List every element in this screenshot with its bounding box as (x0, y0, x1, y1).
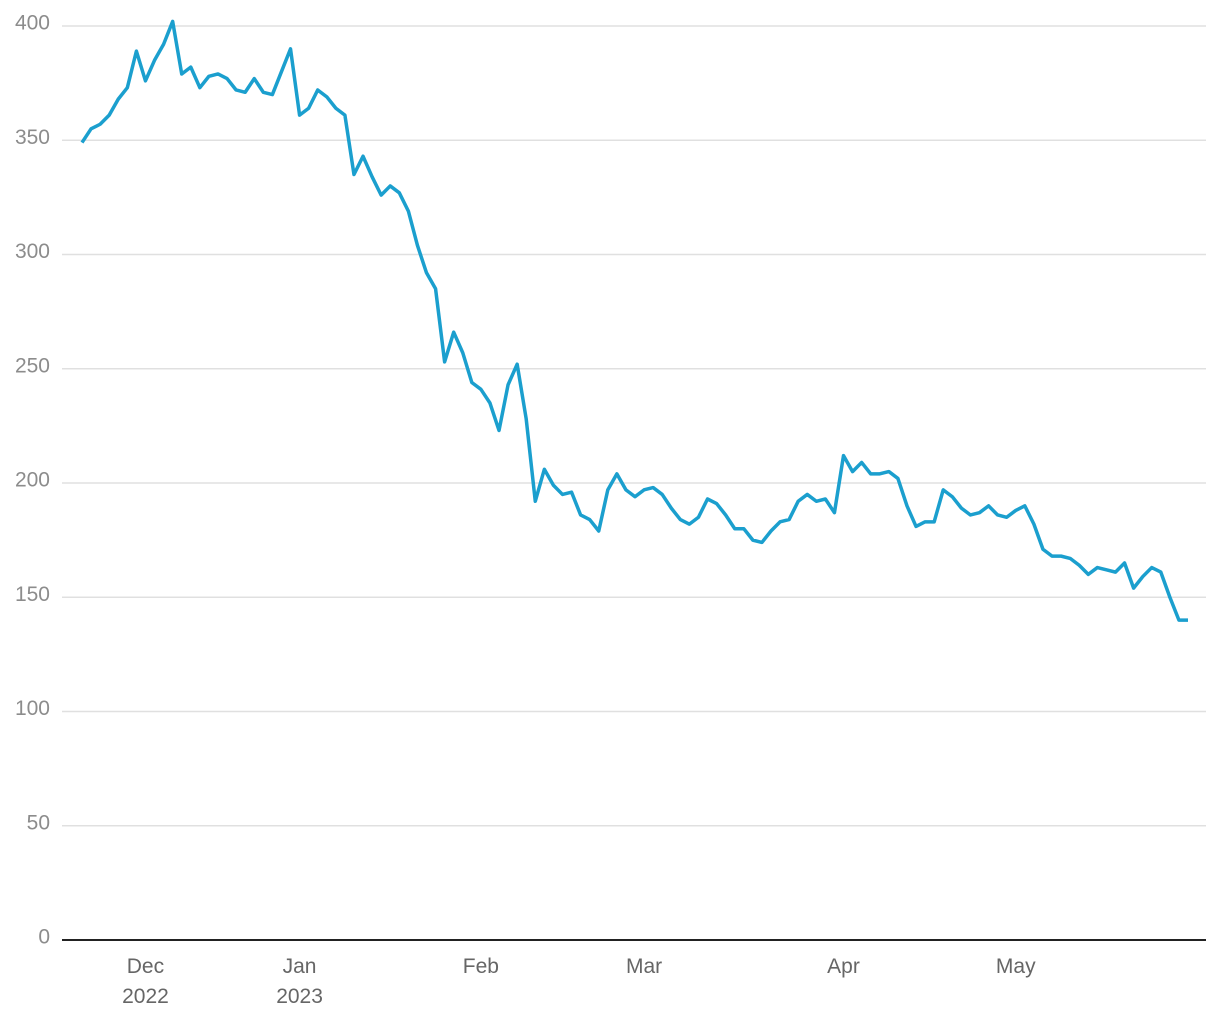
y-tick-label: 350 (15, 126, 50, 149)
y-tick-label: 300 (15, 240, 50, 263)
y-tick-label: 100 (15, 697, 50, 720)
y-tick-label: 400 (15, 12, 50, 35)
y-tick-label: 50 (27, 811, 50, 834)
y-tick-label: 0 (38, 926, 50, 949)
x-tick-label: Apr (827, 955, 860, 978)
line (80, 19, 1188, 622)
y-tick-label: 150 (15, 583, 50, 606)
x-tick-label: Feb (462, 955, 499, 978)
x-tick-label: Dec 2022 (122, 955, 169, 1008)
x-tick-label: Mar (625, 955, 663, 978)
y-tick-label: 250 (15, 354, 50, 377)
y-tick-label: 200 (15, 469, 50, 492)
x-tick-label: Jan 2023 (276, 955, 323, 1008)
x-tick-label: May (995, 955, 1036, 978)
